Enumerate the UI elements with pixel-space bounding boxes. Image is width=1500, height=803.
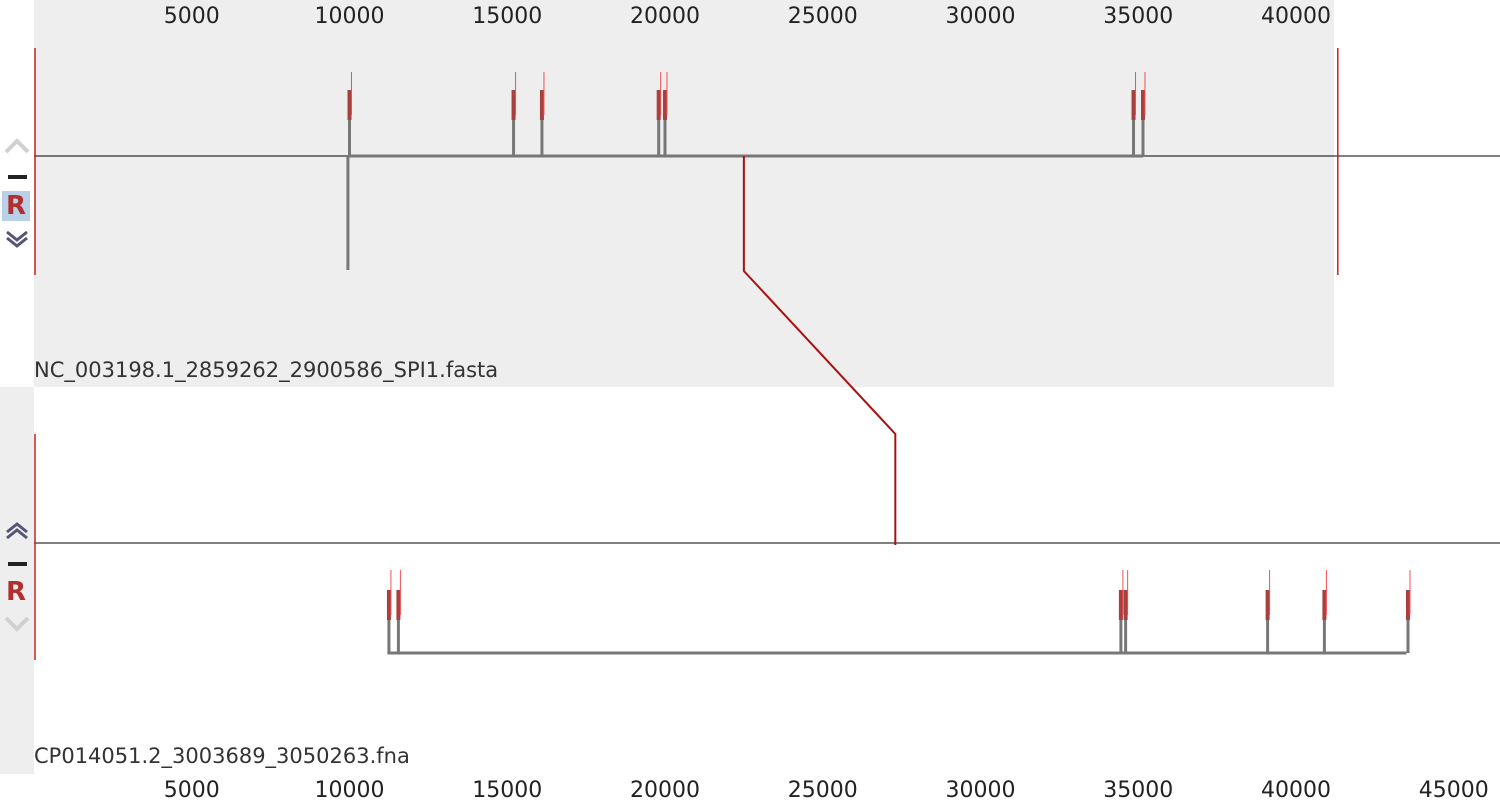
sequence-panel-top: R 5000 10000 15000 20000 25000 30000 35000 4000…: [0, 0, 1500, 387]
move-up-icon[interactable]: [2, 518, 32, 546]
ruler-tick-label: 10000: [314, 4, 385, 29]
ruler-tick-label: 10000: [314, 778, 385, 803]
ruler-tick-label: 5000: [163, 4, 220, 29]
ruler-tick-label: 20000: [630, 4, 700, 29]
sequence-track-top[interactable]: [34, 0, 1334, 387]
lcb-connector-line: [742, 156, 897, 545]
ruler-tick-label: 15000: [472, 778, 543, 803]
ruler-tick-label: 40000: [1261, 778, 1331, 803]
move-down-icon[interactable]: [2, 225, 32, 253]
ruler-tick-label: 35000: [1103, 4, 1174, 29]
ruler-tick-label: 20000: [630, 778, 700, 803]
alignment-plot: [34, 48, 1500, 660]
move-down-icon[interactable]: [2, 610, 32, 638]
sequence-track-bottom[interactable]: [34, 387, 1500, 774]
ruler-tick-label: 15000: [472, 4, 543, 29]
sequence-name-bottom: CP014051.2_3003689_3050263.fna: [34, 744, 410, 768]
ruler-tick-label: 45000: [1418, 778, 1489, 803]
ruler-tick-label: 5000: [163, 778, 220, 803]
move-up-icon[interactable]: [2, 132, 32, 160]
ruler-tick-label: 30000: [945, 4, 1016, 29]
minus-icon[interactable]: [2, 551, 32, 571]
reverse-button[interactable]: R: [5, 577, 27, 607]
reverse-button[interactable]: R: [2, 191, 30, 221]
ruler-tick-label: 35000: [1103, 778, 1174, 803]
ruler-tick-label: 40000: [1261, 4, 1331, 29]
ruler-tick-label: 25000: [787, 4, 858, 29]
sequence-controls-top: R: [0, 0, 34, 387]
sequence-panel-bottom: R 5000 10000 15000 20000 25000 30000 35000 4000…: [0, 387, 1500, 802]
ruler-tick-label: 25000: [787, 778, 858, 803]
ruler-tick-label: 30000: [945, 778, 1016, 803]
minus-icon[interactable]: [2, 164, 32, 184]
sequence-name-top: NC_003198.1_2859262_2900586_SPI1.fasta: [34, 358, 499, 382]
sequence-controls-bottom: R: [0, 387, 34, 774]
